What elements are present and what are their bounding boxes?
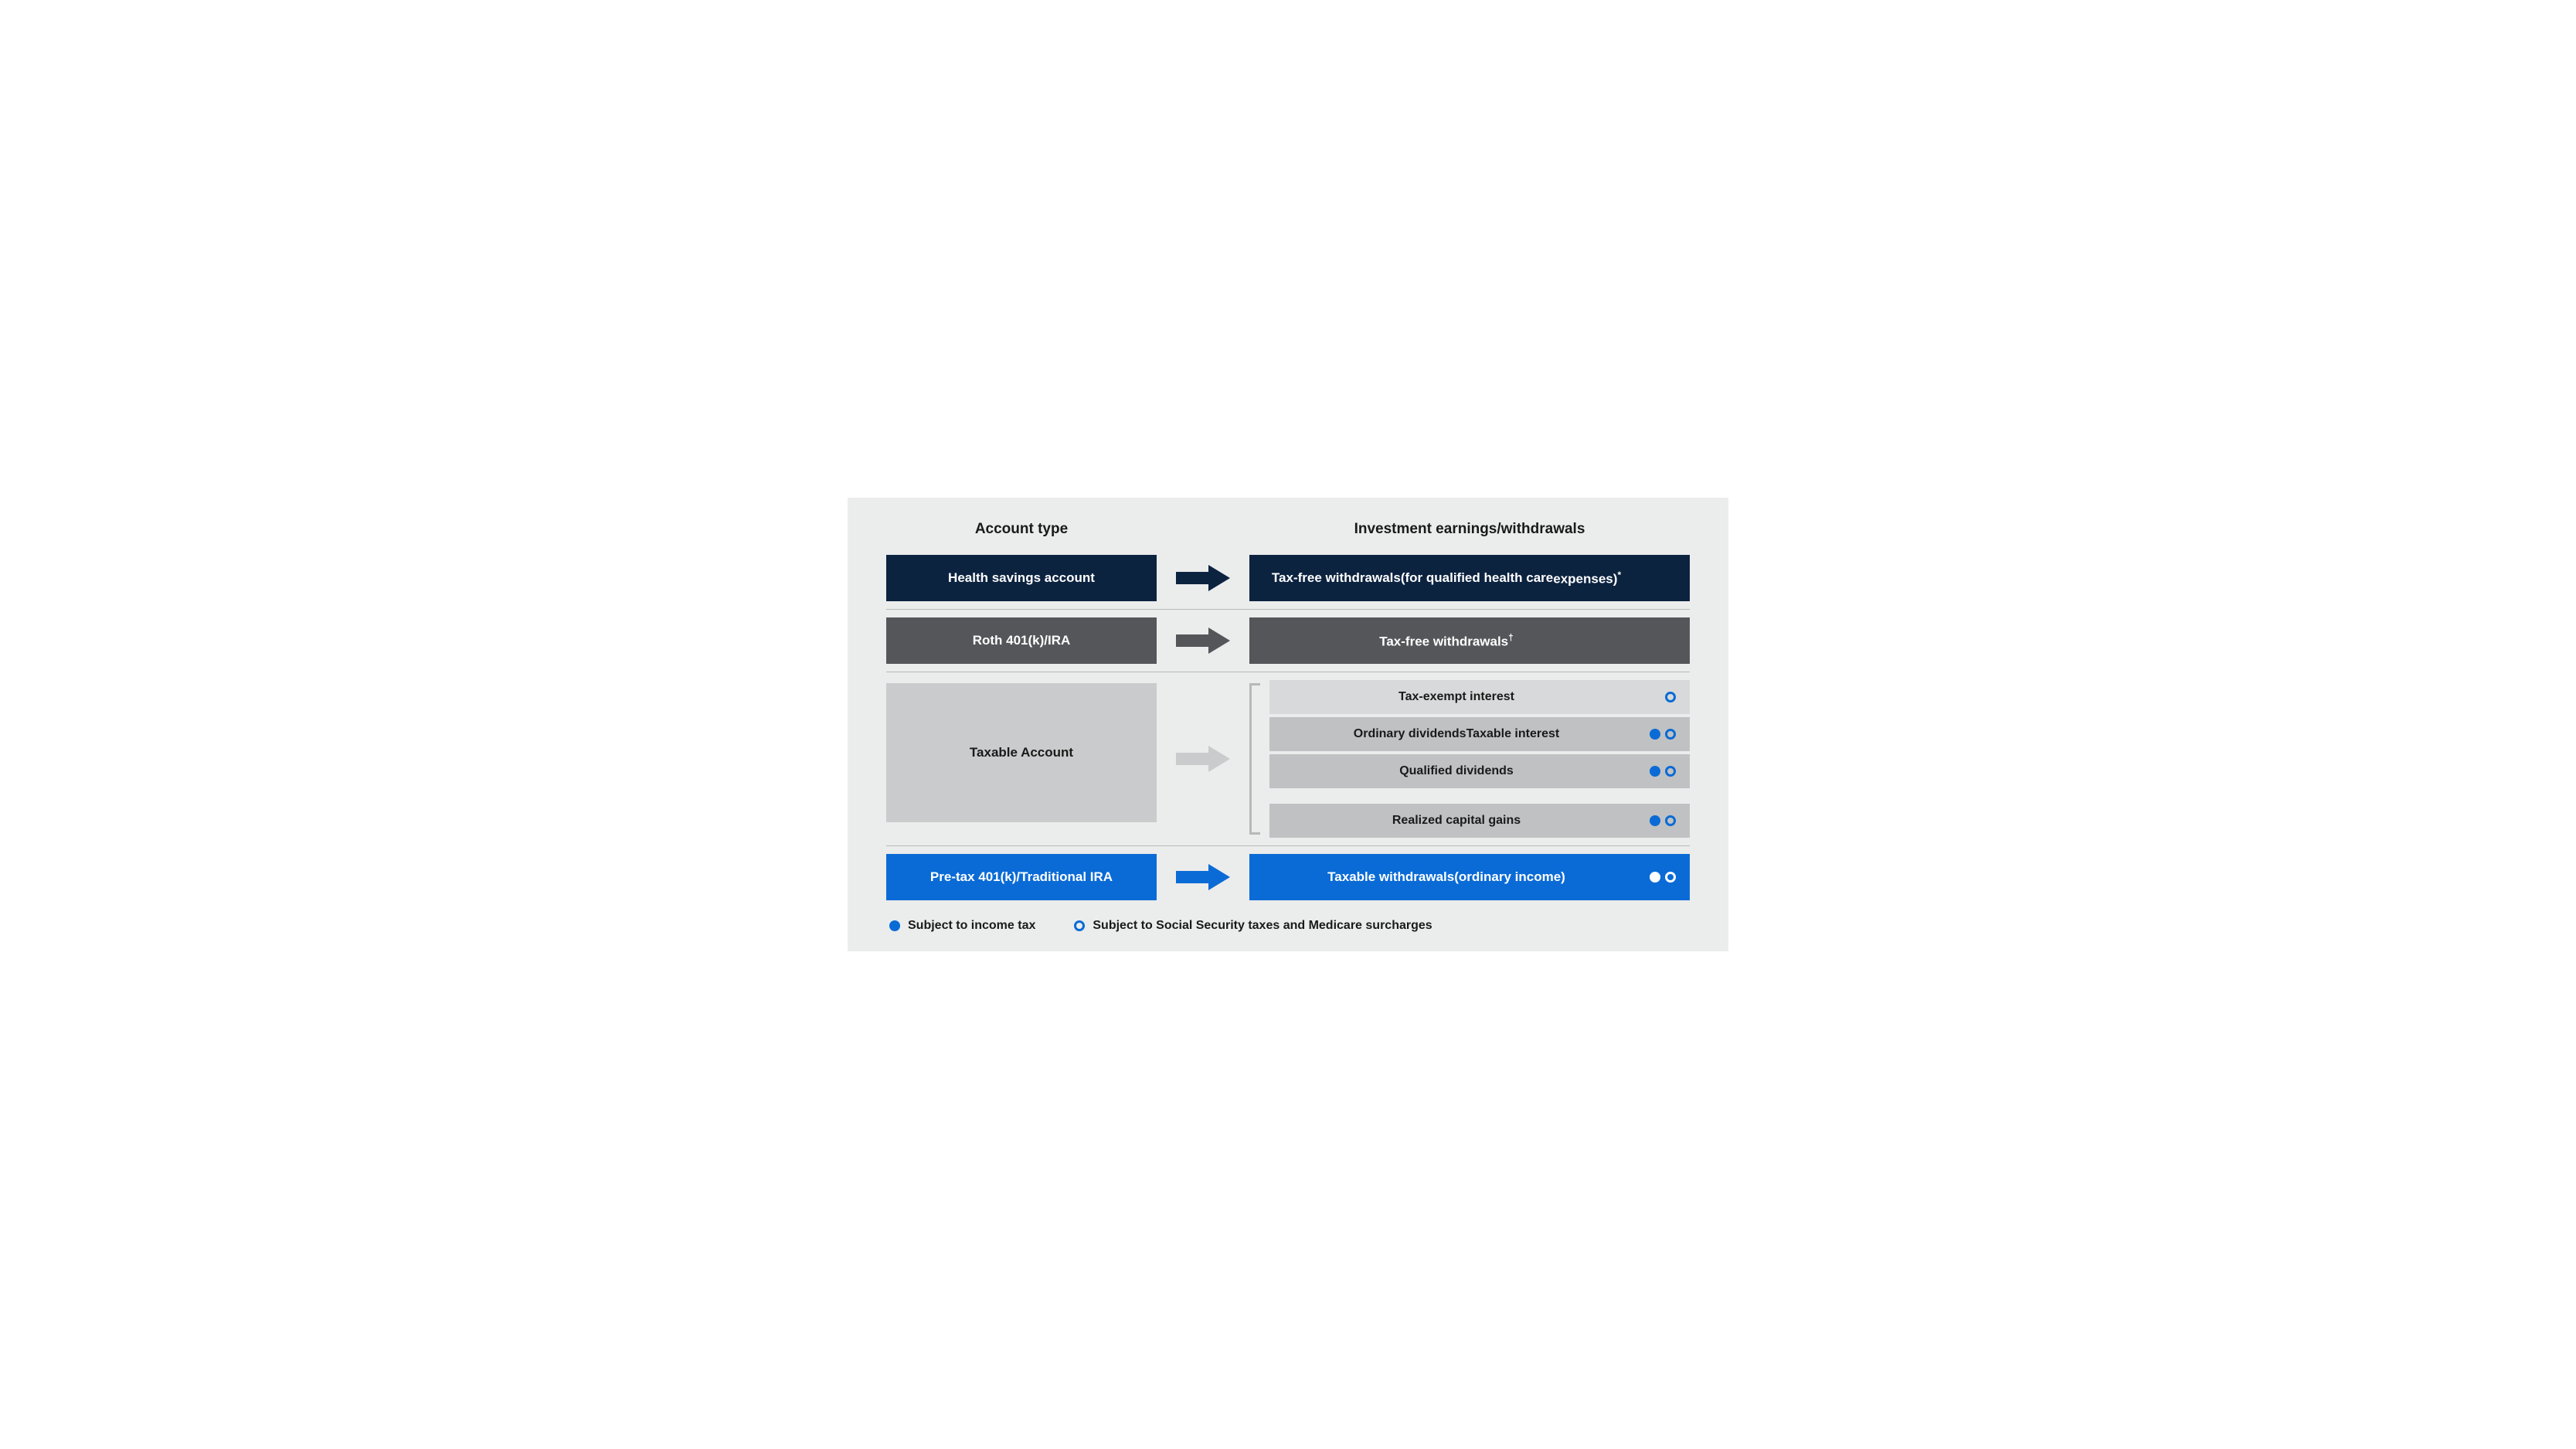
legend-ring-icon (1074, 920, 1085, 931)
bracket-icon (1249, 683, 1260, 835)
arrow-cell (1157, 680, 1249, 838)
marker-filled-icon (1650, 729, 1660, 740)
column-headers: Account type Investment earnings/withdra… (886, 521, 1690, 538)
tax-markers (1650, 815, 1676, 826)
arrow-icon (1176, 746, 1230, 772)
marker-ring-icon (1665, 692, 1676, 702)
row-roth: Roth 401(k)/IRA Tax-free withdrawals† (886, 609, 1690, 672)
tax-markers (1650, 766, 1676, 777)
arrow-cell (1157, 555, 1249, 601)
outcome-box-pretax: Taxable withdrawals(ordinary income) (1249, 854, 1690, 900)
marker-ring-icon (1665, 872, 1676, 883)
row-hsa: Health savings account Tax-free withdrawa… (886, 547, 1690, 609)
tax-markers (1650, 872, 1676, 883)
taxable-outcomes: Tax-exempt interestOrdinary dividendsTax… (1249, 680, 1690, 838)
legend-ring-label: Subject to Social Security taxes and Med… (1093, 919, 1432, 933)
outcome-box-roth: Tax-free withdrawals† (1249, 617, 1690, 664)
diagram-canvas: Account type Investment earnings/withdra… (848, 498, 1728, 951)
row-pretax: Pre-tax 401(k)/Traditional IRA Taxable wi… (886, 845, 1690, 908)
marker-ring-icon (1665, 815, 1676, 826)
rows-container: Health savings account Tax-free withdrawa… (886, 547, 1690, 908)
legend-filled-label: Subject to income tax (908, 919, 1035, 933)
sub-outcome: Realized capital gains (1269, 804, 1690, 838)
marker-filled-icon (1650, 872, 1660, 883)
legend: Subject to income tax Subject to Social … (886, 919, 1690, 933)
header-earnings: Investment earnings/withdrawals (1249, 521, 1690, 538)
arrow-cell (1157, 854, 1249, 900)
arrow-icon (1176, 864, 1230, 890)
outcome-box-hsa: Tax-free withdrawals(for qualified healt… (1249, 555, 1690, 601)
account-box-roth: Roth 401(k)/IRA (886, 617, 1157, 664)
row-taxable: Taxable Account Tax-exempt interestOrdina… (886, 672, 1690, 845)
arrow-icon (1176, 628, 1230, 654)
marker-filled-icon (1650, 815, 1660, 826)
tax-markers (1665, 692, 1676, 702)
marker-ring-icon (1665, 729, 1676, 740)
legend-filled-icon (889, 920, 900, 931)
account-box-pretax: Pre-tax 401(k)/Traditional IRA (886, 854, 1157, 900)
account-box-hsa: Health savings account (886, 555, 1157, 601)
sub-outcome: Tax-exempt interest (1269, 680, 1690, 714)
legend-ring: Subject to Social Security taxes and Med… (1074, 919, 1432, 933)
account-box-taxable: Taxable Account (886, 683, 1157, 822)
header-account-type: Account type (886, 521, 1157, 538)
tax-markers (1650, 729, 1676, 740)
sub-outcome: Ordinary dividendsTaxable interest (1269, 717, 1690, 751)
marker-filled-icon (1650, 766, 1660, 777)
arrow-cell (1157, 617, 1249, 664)
legend-filled: Subject to income tax (889, 919, 1035, 933)
sub-outcome: Qualified dividends (1269, 754, 1690, 788)
arrow-icon (1176, 565, 1230, 591)
marker-ring-icon (1665, 766, 1676, 777)
